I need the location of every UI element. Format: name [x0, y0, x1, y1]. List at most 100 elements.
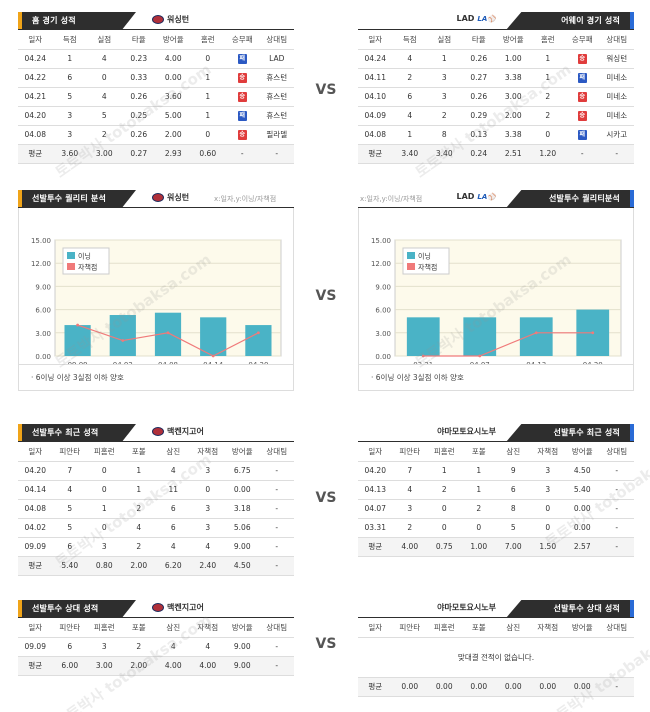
table-cell: - [259, 537, 294, 557]
column-header: 일자 [18, 618, 53, 638]
column-header: 득점 [52, 30, 87, 50]
column-header: 승무패 [565, 30, 600, 50]
earned-runs-point [76, 323, 79, 327]
average-cell: 평균 [358, 677, 393, 697]
table-cell: 04.20 [18, 106, 53, 126]
table-cell: - [599, 461, 634, 481]
table-cell: 시카고 [599, 125, 634, 145]
table-cell: 6 [156, 518, 191, 538]
table-cell: 04.09 [358, 106, 393, 126]
y-tick-label: 15.00 [31, 237, 51, 245]
table-cell: 필라델 [259, 125, 294, 145]
home-record-header: 홈 경기 성적 워싱턴 [18, 8, 294, 30]
x-tick-label: 04.13 [526, 361, 546, 364]
recent-left-table: 일자 피안타 피홈런 포볼 삼진 자책점 방어율 상대팀 04.20 7 0 1 4 3 6.75-04.… [18, 442, 294, 576]
average-cell: 2.00 [121, 656, 156, 676]
table-cell: 6 [496, 480, 531, 500]
x-tick-label: 04.14 [203, 361, 224, 364]
x-tick-label: 04.07 [470, 361, 490, 364]
table-cell: 3 [190, 461, 225, 481]
table-cell: 패 [565, 125, 600, 145]
home-team-name: 워싱턴 [152, 14, 189, 25]
legend-label-er: 자책점 [418, 263, 437, 272]
table-cell: 5 [87, 106, 122, 126]
table-cell: 1 [427, 49, 462, 69]
average-row: 평균 4.00 0.75 1.00 7.00 1.50 2.57- [358, 537, 634, 557]
nationals-logo-icon [152, 193, 164, 202]
table-row: 04.02 5 0 4 6 3 5.06- [18, 518, 294, 538]
column-header: 포볼 [121, 442, 156, 462]
table-cell: 5 [52, 499, 87, 519]
y-tick-label: 6.00 [35, 307, 51, 315]
table-cell: 0 [530, 518, 565, 538]
vs-right-pitcher-name: 야마모토요시노부 [437, 603, 496, 612]
x-tick-label: 04.20 [248, 361, 268, 364]
table-cell: 4 [190, 537, 225, 557]
column-header: 피홈런 [427, 442, 462, 462]
average-cell: 평균 [18, 144, 53, 164]
table-cell: 3.00 [496, 87, 531, 107]
no-data-message: 맞대결 전적이 없습니다. [358, 637, 634, 678]
legend-swatch-innings [67, 252, 75, 259]
table-cell: 04.24 [358, 49, 393, 69]
table-cell: 3 [392, 499, 427, 519]
table-cell: 0.27 [461, 68, 496, 88]
average-cell: 1.50 [530, 537, 565, 557]
table-cell: 0.13 [461, 125, 496, 145]
table-row: 04.20 7 0 1 4 3 6.75- [18, 461, 294, 481]
quality-right-header: x:일자,y:이닝/자책점 LAD LA⚾ 선발투수 퀄리티분석 [358, 186, 634, 208]
table-cell: 4 [121, 518, 156, 538]
table-row: 04.10 6 3 0.26 3.00 2 승 미네소 [358, 87, 634, 107]
table-cell: 6 [52, 637, 87, 657]
table-cell: - [599, 499, 634, 519]
y-tick-label: 0.00 [35, 353, 51, 361]
column-header: 일자 [358, 30, 393, 50]
table-row: 03.31 2 0 0 5 0 0.00- [358, 518, 634, 538]
table-cell: 2 [121, 499, 156, 519]
vs-left-table: 일자 피안타 피홈런 포볼 삼진 자책점 방어율 상대팀 09.09 6 3 2 4 4 9.00- 평균 6… [18, 618, 294, 676]
table-cell: 0.26 [121, 125, 156, 145]
x-tick-label: 09.09 [68, 361, 88, 364]
table-cell: 1 [121, 461, 156, 481]
average-cell: 0.60 [190, 144, 225, 164]
quality-left-header: 선발투수 퀄리티 분석 워싱턴 x:일자,y:이닝/자책점 [18, 186, 294, 208]
earned-runs-point [478, 354, 482, 358]
table-cell: 5.40 [565, 480, 600, 500]
average-cell: - [565, 144, 600, 164]
recent-right-pitcher: 야마모토요시노부 [437, 426, 496, 437]
legend-label-er: 자책점 [78, 263, 97, 272]
table-cell: 1 [461, 461, 496, 481]
average-cell: 평균 [358, 537, 393, 557]
table-cell: LAD [259, 49, 294, 69]
table-cell: 0 [87, 68, 122, 88]
column-header: 홈런 [530, 30, 565, 50]
average-row: 평균 3.60 3.00 0.27 2.93 0.60- - [18, 144, 294, 164]
vs-label-4: VS [315, 636, 337, 652]
y-tick-label: 12.00 [31, 260, 51, 268]
table-cell: 04.10 [358, 87, 393, 107]
average-cell: 9.00 [225, 656, 260, 676]
table-cell: 2 [530, 106, 565, 126]
column-header: 일자 [18, 30, 53, 50]
dodgers-logo-icon: LA⚾ [477, 192, 496, 201]
column-header: 피홈런 [87, 442, 122, 462]
table-cell: 04.21 [18, 87, 53, 107]
column-header: 자책점 [190, 442, 225, 462]
table-cell: 6 [52, 537, 87, 557]
earned-runs-point [591, 331, 595, 335]
away-record-table: 일자 득점 실점 타율 방어율 홈런 승무패 상대팀 04.24 4 1 0.26 1.00 1 승 워싱턴… [358, 30, 634, 164]
y-tick-label: 3.00 [35, 330, 51, 338]
table-cell: 2.00 [496, 106, 531, 126]
y-tick-label: 3.00 [375, 330, 391, 338]
home-record-table: 일자 득점 실점 타율 방어율 홈런 승무패 상대팀 04.24 1 4 0.23 4.00 0 패 LAD… [18, 30, 294, 164]
table-cell: 2 [392, 68, 427, 88]
column-header: 피홈런 [427, 618, 462, 638]
table-cell: 04.08 [18, 125, 53, 145]
average-cell: - [599, 677, 634, 697]
average-cell: 7.00 [496, 537, 531, 557]
average-row: 평균 5.40 0.80 2.00 6.20 2.40 4.50- [18, 556, 294, 576]
table-cell: 0 [190, 125, 225, 145]
table-cell: 3 [52, 125, 87, 145]
column-header: 승무패 [225, 30, 260, 50]
table-cell: 3 [87, 537, 122, 557]
